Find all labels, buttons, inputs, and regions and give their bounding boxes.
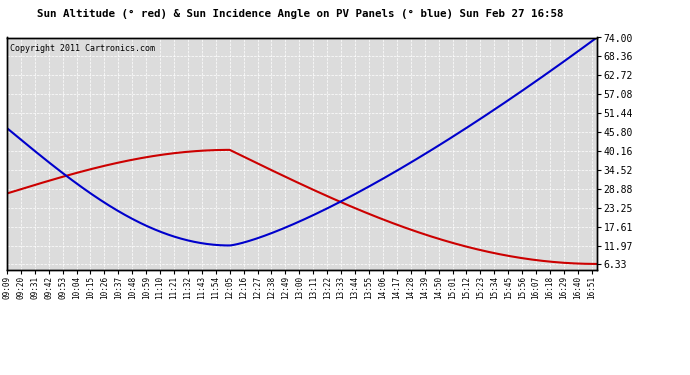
Text: Sun Altitude (° red) & Sun Incidence Angle on PV Panels (° blue) Sun Feb 27 16:5: Sun Altitude (° red) & Sun Incidence Ang… [37,9,564,20]
Text: Copyright 2011 Cartronics.com: Copyright 2011 Cartronics.com [10,45,155,54]
